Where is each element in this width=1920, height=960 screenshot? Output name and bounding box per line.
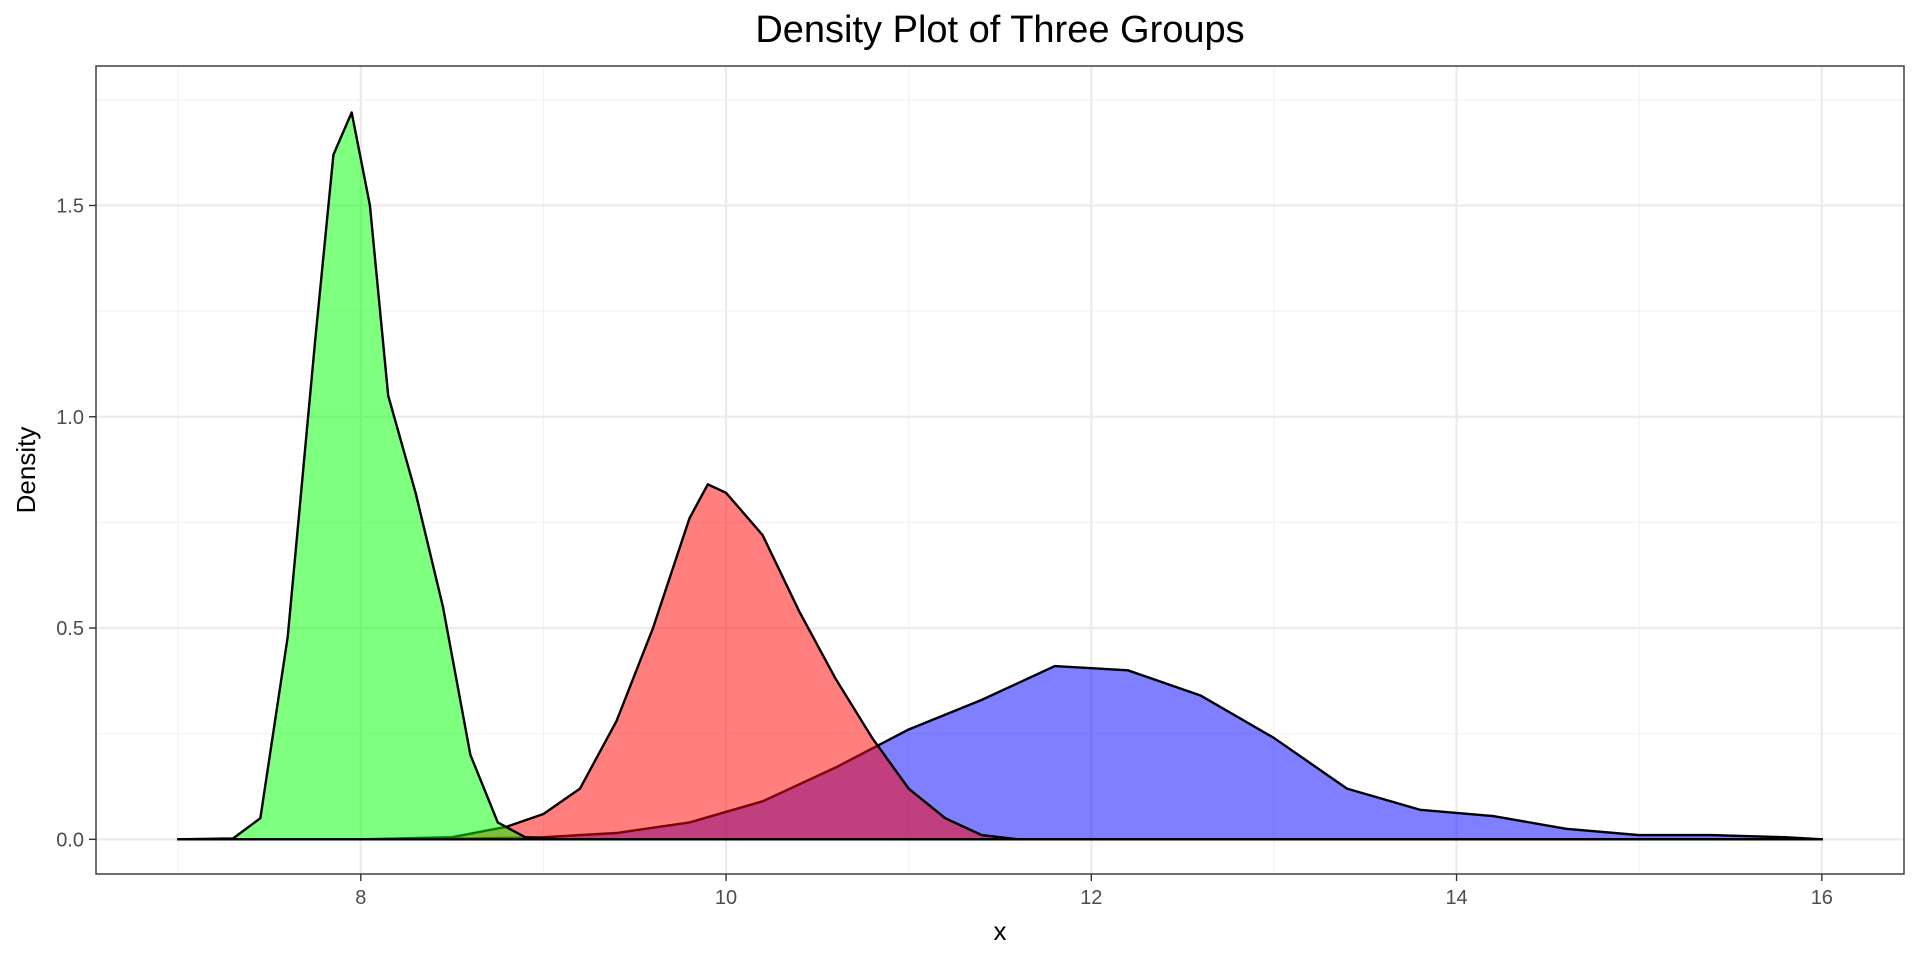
x-tick-label: 14 bbox=[1445, 887, 1467, 909]
x-tick-label: 8 bbox=[355, 887, 366, 909]
y-tick-label: 0.5 bbox=[56, 618, 84, 640]
chart-title: Density Plot of Three Groups bbox=[755, 9, 1244, 51]
x-axis-title: x bbox=[994, 916, 1007, 946]
x-tick-label: 12 bbox=[1080, 887, 1102, 909]
panel-border bbox=[95, 65, 1905, 875]
y-tick-label: 1.5 bbox=[56, 195, 84, 217]
density-area-2 bbox=[176, 483, 1824, 841]
y-tick-label: 1.0 bbox=[56, 407, 84, 429]
axes: 8 10 12 14 16 0.0 0.5 1.0 1.5 bbox=[56, 195, 1833, 909]
x-tick-label: 10 bbox=[715, 887, 737, 909]
density-series bbox=[176, 111, 1824, 841]
x-tick-label: 16 bbox=[1811, 887, 1833, 909]
density-area-3 bbox=[176, 111, 1824, 841]
y-tick-label: 0.0 bbox=[56, 829, 84, 851]
y-axis-title: Density bbox=[11, 427, 41, 514]
